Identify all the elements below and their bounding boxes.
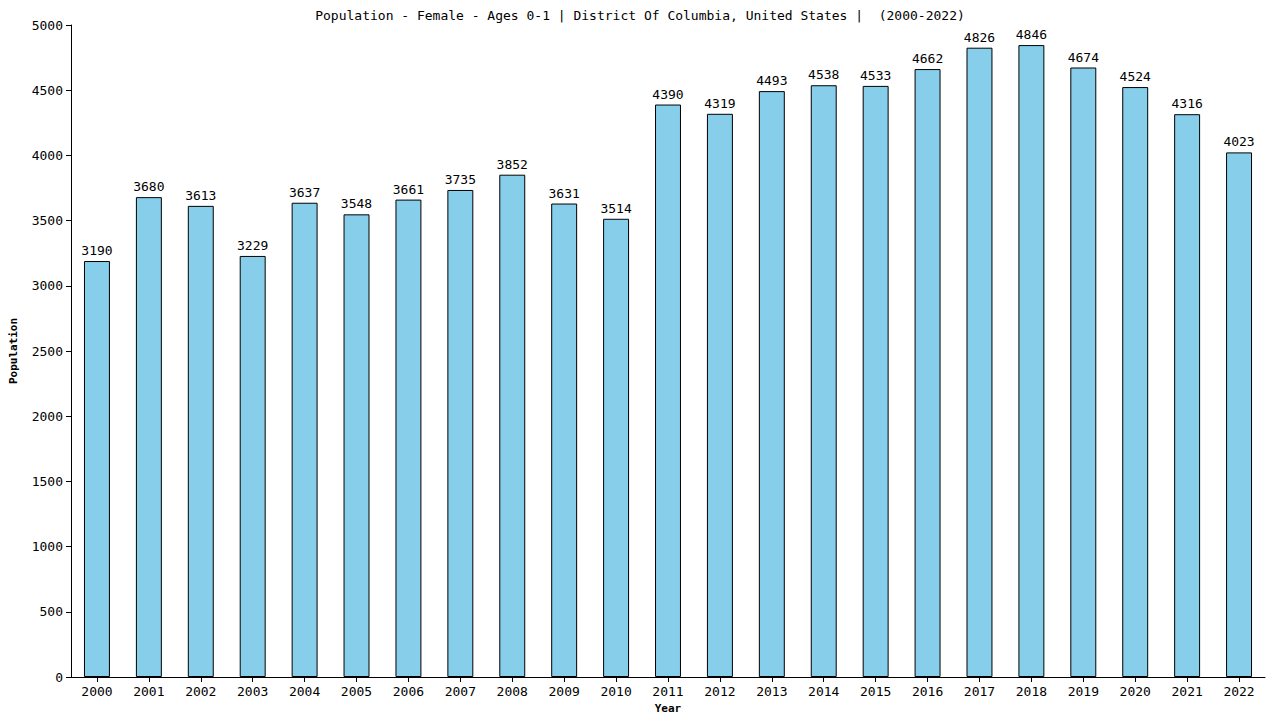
svg-text:4316: 4316 (1171, 96, 1202, 111)
svg-text:Year: Year (655, 702, 682, 715)
svg-text:2014: 2014 (808, 684, 839, 699)
svg-text:4319: 4319 (704, 96, 735, 111)
svg-text:3514: 3514 (600, 201, 631, 216)
svg-text:2015: 2015 (860, 684, 891, 699)
svg-text:4023: 4023 (1223, 134, 1254, 149)
svg-text:Population - Female - Ages 0-1: Population - Female - Ages 0-1 | Distric… (315, 8, 965, 23)
svg-text:2005: 2005 (341, 684, 372, 699)
svg-text:3852: 3852 (497, 157, 528, 172)
svg-text:3661: 3661 (393, 182, 424, 197)
svg-text:3190: 3190 (81, 243, 112, 258)
svg-text:3500: 3500 (32, 213, 63, 228)
svg-text:2021: 2021 (1171, 684, 1202, 699)
svg-text:2004: 2004 (289, 684, 320, 699)
svg-text:2003: 2003 (237, 684, 268, 699)
svg-text:4826: 4826 (964, 30, 995, 45)
svg-text:2012: 2012 (704, 684, 735, 699)
svg-text:3637: 3637 (289, 185, 320, 200)
svg-text:Population: Population (7, 318, 20, 384)
svg-text:2000: 2000 (32, 409, 63, 424)
svg-text:4390: 4390 (652, 87, 683, 102)
svg-text:0: 0 (55, 670, 63, 685)
svg-text:2022: 2022 (1223, 684, 1254, 699)
svg-text:4846: 4846 (1016, 27, 1047, 42)
svg-text:3229: 3229 (237, 238, 268, 253)
svg-text:2001: 2001 (133, 684, 164, 699)
svg-text:3631: 3631 (549, 186, 580, 201)
svg-text:4662: 4662 (912, 51, 943, 66)
svg-text:3613: 3613 (185, 188, 216, 203)
svg-text:3548: 3548 (341, 196, 372, 211)
svg-text:2500: 2500 (32, 344, 63, 359)
svg-text:2011: 2011 (652, 684, 683, 699)
svg-text:2000: 2000 (81, 684, 112, 699)
svg-text:2017: 2017 (964, 684, 995, 699)
svg-text:3735: 3735 (445, 172, 476, 187)
svg-text:2010: 2010 (600, 684, 631, 699)
svg-text:2013: 2013 (756, 684, 787, 699)
svg-text:5000: 5000 (32, 18, 63, 33)
svg-text:2018: 2018 (1016, 684, 1047, 699)
svg-text:1000: 1000 (32, 539, 63, 554)
svg-text:4493: 4493 (756, 73, 787, 88)
svg-text:4533: 4533 (860, 68, 891, 83)
svg-text:2006: 2006 (393, 684, 424, 699)
svg-text:4524: 4524 (1120, 69, 1151, 84)
svg-text:4674: 4674 (1068, 50, 1099, 65)
svg-text:3680: 3680 (133, 179, 164, 194)
svg-text:2020: 2020 (1120, 684, 1151, 699)
svg-text:2016: 2016 (912, 684, 943, 699)
svg-text:2002: 2002 (185, 684, 216, 699)
svg-text:500: 500 (40, 604, 63, 619)
svg-text:4000: 4000 (32, 148, 63, 163)
svg-text:2009: 2009 (549, 684, 580, 699)
svg-text:2008: 2008 (497, 684, 528, 699)
svg-text:4500: 4500 (32, 83, 63, 98)
svg-text:2019: 2019 (1068, 684, 1099, 699)
svg-text:1500: 1500 (32, 474, 63, 489)
svg-text:4538: 4538 (808, 67, 839, 82)
svg-text:2007: 2007 (445, 684, 476, 699)
svg-text:3000: 3000 (32, 278, 63, 293)
